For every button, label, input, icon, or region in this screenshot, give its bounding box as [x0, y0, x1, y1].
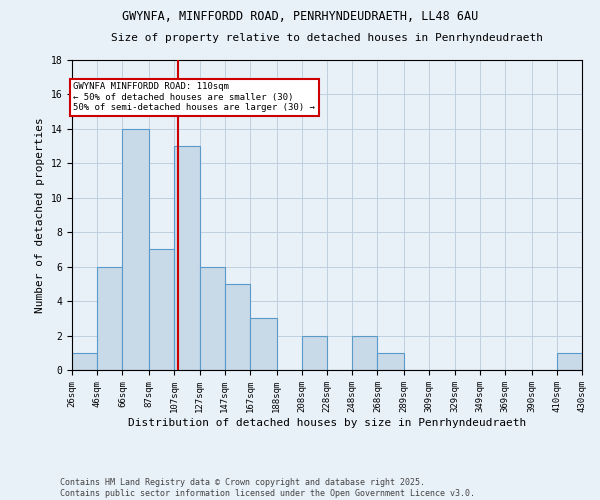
Bar: [149, 250, 174, 370]
Bar: [250, 318, 277, 370]
Bar: [72, 353, 97, 370]
Bar: [225, 284, 250, 370]
Bar: [302, 336, 327, 370]
Bar: [122, 129, 149, 370]
Bar: [174, 146, 199, 370]
Title: Size of property relative to detached houses in Penrhyndeudraeth: Size of property relative to detached ho…: [111, 32, 543, 42]
X-axis label: Distribution of detached houses by size in Penrhyndeudraeth: Distribution of detached houses by size …: [128, 418, 526, 428]
Text: GWYNFA, MINFFORDD ROAD, PENRHYNDEUDRAETH, LL48 6AU: GWYNFA, MINFFORDD ROAD, PENRHYNDEUDRAETH…: [122, 10, 478, 23]
Y-axis label: Number of detached properties: Number of detached properties: [35, 117, 45, 313]
Bar: [199, 266, 225, 370]
Bar: [97, 266, 122, 370]
Text: GWYNFA MINFFORDD ROAD: 110sqm
← 50% of detached houses are smaller (30)
50% of s: GWYNFA MINFFORDD ROAD: 110sqm ← 50% of d…: [73, 82, 315, 112]
Bar: [557, 353, 582, 370]
Bar: [352, 336, 377, 370]
Bar: [377, 353, 404, 370]
Text: Contains HM Land Registry data © Crown copyright and database right 2025.
Contai: Contains HM Land Registry data © Crown c…: [60, 478, 475, 498]
